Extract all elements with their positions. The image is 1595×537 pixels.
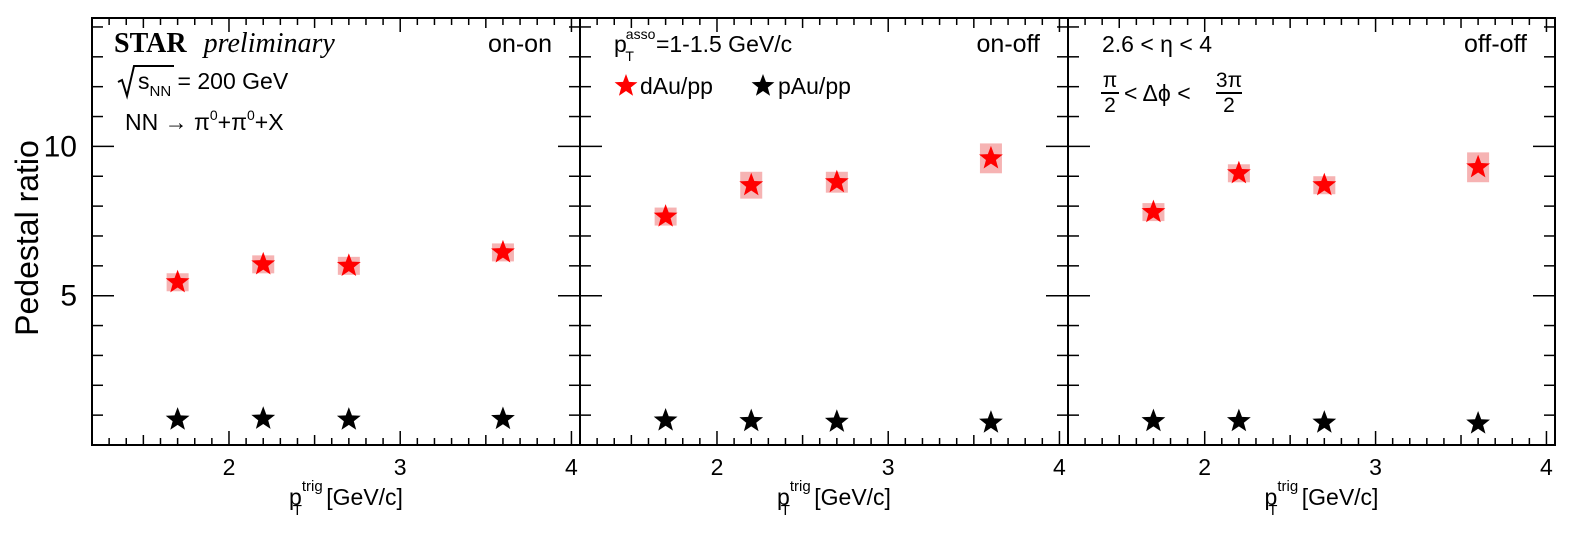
reaction-annotation: NN → π0+π0+X (125, 107, 284, 135)
data-point-star (1226, 160, 1251, 184)
data-point-star (1141, 408, 1166, 432)
legend-item-pau: pAu/pp (751, 73, 851, 99)
x-tick-label: 4 (1540, 454, 1553, 480)
panel-frame (1067, 17, 1556, 446)
x-tick-label: 4 (1053, 454, 1066, 480)
dphi-left-numerator: π (1103, 69, 1118, 92)
panel-2-annotations: passo T =1-1.5 GeV/c dAu/pp pAu/pp (614, 26, 851, 99)
panel-off-off: 2 3 4 off-off ptrig T [GeV/c] (1067, 17, 1556, 519)
data-point-star (491, 239, 515, 263)
svg-text:sNN = 200 GeV: sNN = 200 GeV (138, 68, 289, 100)
x-tick-label: 2 (223, 454, 236, 480)
legend-label-dau: dAu/pp (640, 73, 713, 99)
panels: 2 3 4 5 10 on-on ptrig T [GeV/c] 2 3 4 on-off ptrig T… (44, 17, 1556, 519)
data-point-star (165, 269, 190, 293)
data-point-star (251, 251, 276, 275)
star-icon (614, 74, 638, 96)
x-tick-label: 3 (394, 454, 407, 480)
data-point-star (979, 145, 1003, 169)
data-point-star (653, 408, 678, 431)
data-point-star (1466, 154, 1490, 178)
x-axis-label: ptrig T [GeV/c] (777, 478, 891, 519)
dphi-left-denominator: 2 (1104, 94, 1116, 117)
dphi-right-numerator: 3π (1216, 69, 1242, 92)
energy-annotation: sNN = 200 GeV (117, 65, 289, 100)
y-tick-label: 5 (60, 280, 77, 313)
panel-label: on-off (977, 30, 1041, 58)
preliminary-label: preliminary (202, 28, 336, 59)
energy-subscript: NN (150, 83, 172, 100)
svg-text:STAR preliminary: STAR preliminary (114, 28, 335, 59)
x-axis-label: ptrig T [GeV/c] (1265, 478, 1379, 519)
energy-value: = 200 GeV (171, 68, 289, 94)
data-point-star (1312, 172, 1337, 196)
data-point-star (739, 172, 764, 196)
panel-label: off-off (1464, 30, 1527, 58)
data-point-star (1141, 199, 1166, 223)
data-point-star (1312, 410, 1337, 433)
x-tick-label: 4 (565, 454, 578, 480)
data-point-star (739, 408, 764, 432)
eta-annotation: 2.6 < η < 4 (1102, 31, 1212, 57)
star-icon (751, 74, 775, 96)
x-tick-label: 2 (711, 454, 724, 480)
data-point-star (336, 253, 361, 276)
x-tick-label: 2 (1198, 454, 1211, 480)
data-point-star (824, 409, 849, 432)
data-point-star (653, 204, 678, 227)
panel-on-on: 2 3 4 5 10 on-on ptrig T [GeV/c] (44, 17, 581, 519)
dphi-middle: < Δϕ < (1124, 80, 1191, 106)
data-point-star (979, 410, 1003, 433)
star-label: STAR (114, 28, 187, 59)
data-point-star (165, 407, 190, 430)
x-tick-label: 3 (1369, 454, 1382, 480)
panel-3-annotations: 2.6 < η < 4 π 2 < Δϕ < 3π 2 (1101, 31, 1242, 117)
data-point-star (336, 407, 361, 430)
passo-annotation: passo T =1-1.5 GeV/c (614, 26, 792, 64)
data-point-star (251, 406, 276, 429)
data-point-star (1466, 411, 1490, 434)
panel-on-off: 2 3 4 on-off ptrig T [GeV/c] (579, 17, 1069, 519)
y-tick-label: 10 (44, 130, 77, 163)
legend-label-pau: pAu/pp (778, 73, 851, 99)
y-axis-label: Pedestal ratio (9, 140, 45, 336)
dphi-annotation: π 2 < Δϕ < 3π 2 (1101, 69, 1242, 117)
dphi-right-denominator: 2 (1223, 94, 1235, 117)
x-tick-label: 3 (882, 454, 895, 480)
data-point-star (491, 406, 515, 430)
panel-1-annotations: STAR preliminary sNN = 200 GeV NN → π0+π… (114, 28, 335, 135)
data-point-star (824, 169, 849, 193)
panel-label: on-on (488, 30, 552, 58)
energy-s: s (138, 68, 150, 94)
x-axis-label: ptrig T [GeV/c] (289, 478, 403, 519)
legend-item-dau: dAu/pp (614, 73, 713, 99)
data-point-star (1226, 408, 1251, 432)
legend: dAu/pp pAu/pp (614, 73, 851, 99)
sqrt-sign (117, 65, 174, 100)
